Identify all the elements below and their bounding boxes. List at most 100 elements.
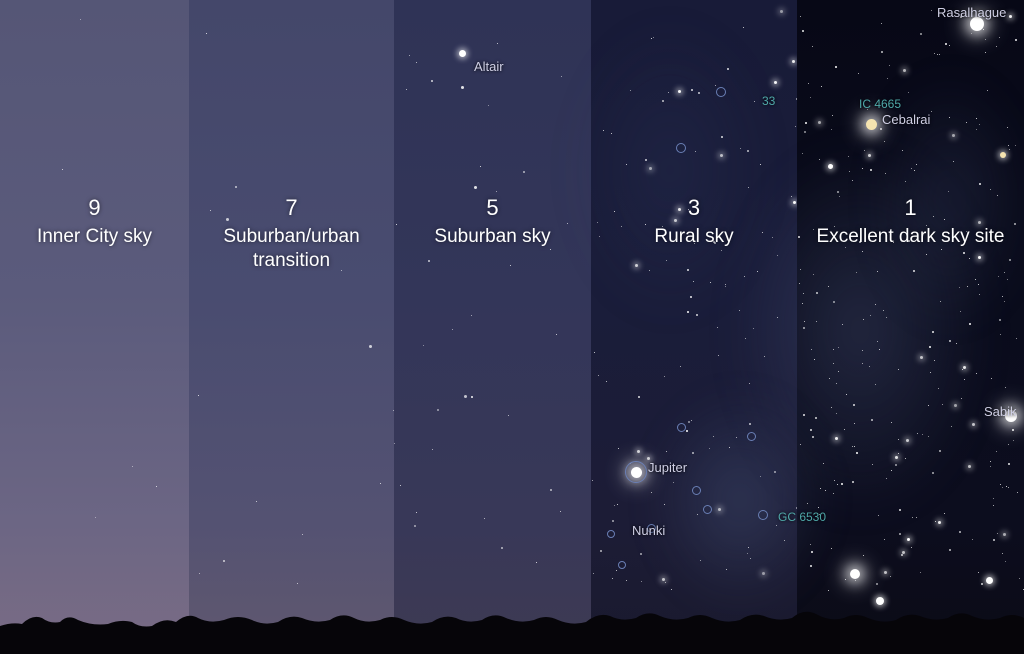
star-tiny	[1015, 39, 1017, 41]
bortle-description: Suburban sky	[394, 225, 591, 249]
star-tiny	[978, 284, 979, 285]
star-tiny	[662, 100, 664, 102]
star-tiny	[653, 37, 654, 38]
star-bright	[850, 569, 860, 579]
star-tiny	[414, 525, 416, 527]
star-tiny	[804, 321, 805, 322]
star-tiny	[638, 396, 640, 398]
milky-way-haze	[570, 20, 770, 320]
object-marker-ring	[677, 423, 686, 432]
star-tiny	[235, 186, 237, 188]
star-tiny	[877, 341, 878, 342]
star-tiny	[920, 572, 921, 573]
bortle-panel-9: 9Inner City sky	[0, 0, 189, 654]
star-tiny	[818, 507, 819, 508]
star-tiny	[828, 286, 829, 287]
star-tiny	[959, 531, 961, 533]
bortle-number: 1	[797, 195, 1024, 221]
star-tiny	[1012, 429, 1014, 431]
star-tiny	[406, 89, 407, 90]
object-marker-ring	[716, 87, 726, 97]
object-marker-ring	[607, 530, 615, 538]
star-tiny	[1004, 301, 1005, 302]
star-tiny	[256, 501, 257, 502]
star-tiny	[907, 538, 910, 541]
star-tiny	[302, 534, 303, 535]
star-tiny	[960, 311, 961, 312]
star-tiny	[501, 547, 503, 549]
star-tiny	[804, 131, 806, 133]
star-tiny	[721, 136, 723, 138]
star-tiny	[510, 265, 511, 266]
celestial-label: Nunki	[632, 523, 665, 538]
star-tiny	[678, 90, 681, 93]
star-tiny	[1007, 279, 1008, 280]
object-marker-ring	[676, 143, 686, 153]
star-tiny	[886, 478, 887, 479]
star-tiny	[931, 111, 932, 112]
star-tiny	[976, 118, 977, 119]
star-tiny	[833, 363, 834, 364]
star-tiny	[649, 167, 652, 170]
star-tiny	[1006, 486, 1007, 487]
star-tiny	[1008, 444, 1009, 445]
star-tiny	[898, 453, 899, 454]
celestial-label: Jupiter	[648, 460, 687, 475]
star-tiny	[938, 521, 941, 524]
star-tiny	[939, 54, 940, 55]
object-marker-ring	[692, 486, 701, 495]
star-tiny	[875, 384, 876, 385]
star-bright	[986, 577, 993, 584]
star-tiny	[993, 505, 994, 506]
star-tiny	[940, 301, 941, 302]
star-tiny	[612, 578, 613, 579]
star-tiny	[1003, 533, 1006, 536]
star-tiny	[976, 129, 977, 130]
star-bright	[866, 119, 877, 130]
bortle-number: 9	[0, 195, 189, 221]
bortle-description: Excellent dark sky site	[797, 225, 1024, 249]
star-bright	[459, 50, 466, 57]
star-tiny	[223, 560, 225, 562]
star-tiny	[664, 504, 665, 505]
star-tiny	[949, 340, 951, 342]
star-tiny	[831, 407, 832, 408]
bortle-number: 3	[591, 195, 797, 221]
star-tiny	[762, 572, 765, 575]
star-tiny	[835, 66, 837, 68]
star-tiny	[523, 171, 525, 173]
bortle-panel-5: 5 Suburban sky	[394, 0, 591, 654]
star-tiny	[400, 485, 401, 486]
star-tiny	[999, 319, 1001, 321]
star-tiny	[1002, 487, 1003, 488]
bortle-label: 3 Rural sky	[591, 195, 797, 249]
star-tiny	[962, 369, 963, 370]
celestial-label: Rasalhague	[937, 5, 1006, 20]
star-tiny	[834, 480, 835, 481]
star-tiny	[592, 480, 593, 481]
star-tiny	[748, 187, 749, 188]
star-tiny	[1002, 553, 1003, 554]
star-tiny	[784, 540, 785, 541]
bortle-number: 5	[394, 195, 591, 221]
treeline-path	[0, 612, 1024, 654]
star-tiny	[641, 581, 642, 582]
star-tiny	[990, 466, 991, 467]
star-tiny	[508, 415, 509, 416]
star-tiny	[884, 539, 885, 540]
star-tiny	[944, 513, 945, 514]
star-tiny	[394, 443, 395, 444]
star-tiny	[903, 69, 906, 72]
star-tiny	[848, 156, 849, 157]
star-tiny	[971, 33, 972, 34]
star-tiny	[868, 154, 871, 157]
bortle-description: Rural sky	[591, 225, 797, 249]
star-tiny	[802, 303, 803, 304]
bortle-label: 9Inner City sky	[0, 195, 189, 249]
star-tiny	[902, 551, 905, 554]
star-bright	[1000, 152, 1006, 158]
star-tiny	[777, 317, 778, 318]
star-tiny	[796, 98, 797, 100]
star-tiny	[369, 345, 372, 348]
star-tiny	[934, 360, 935, 361]
